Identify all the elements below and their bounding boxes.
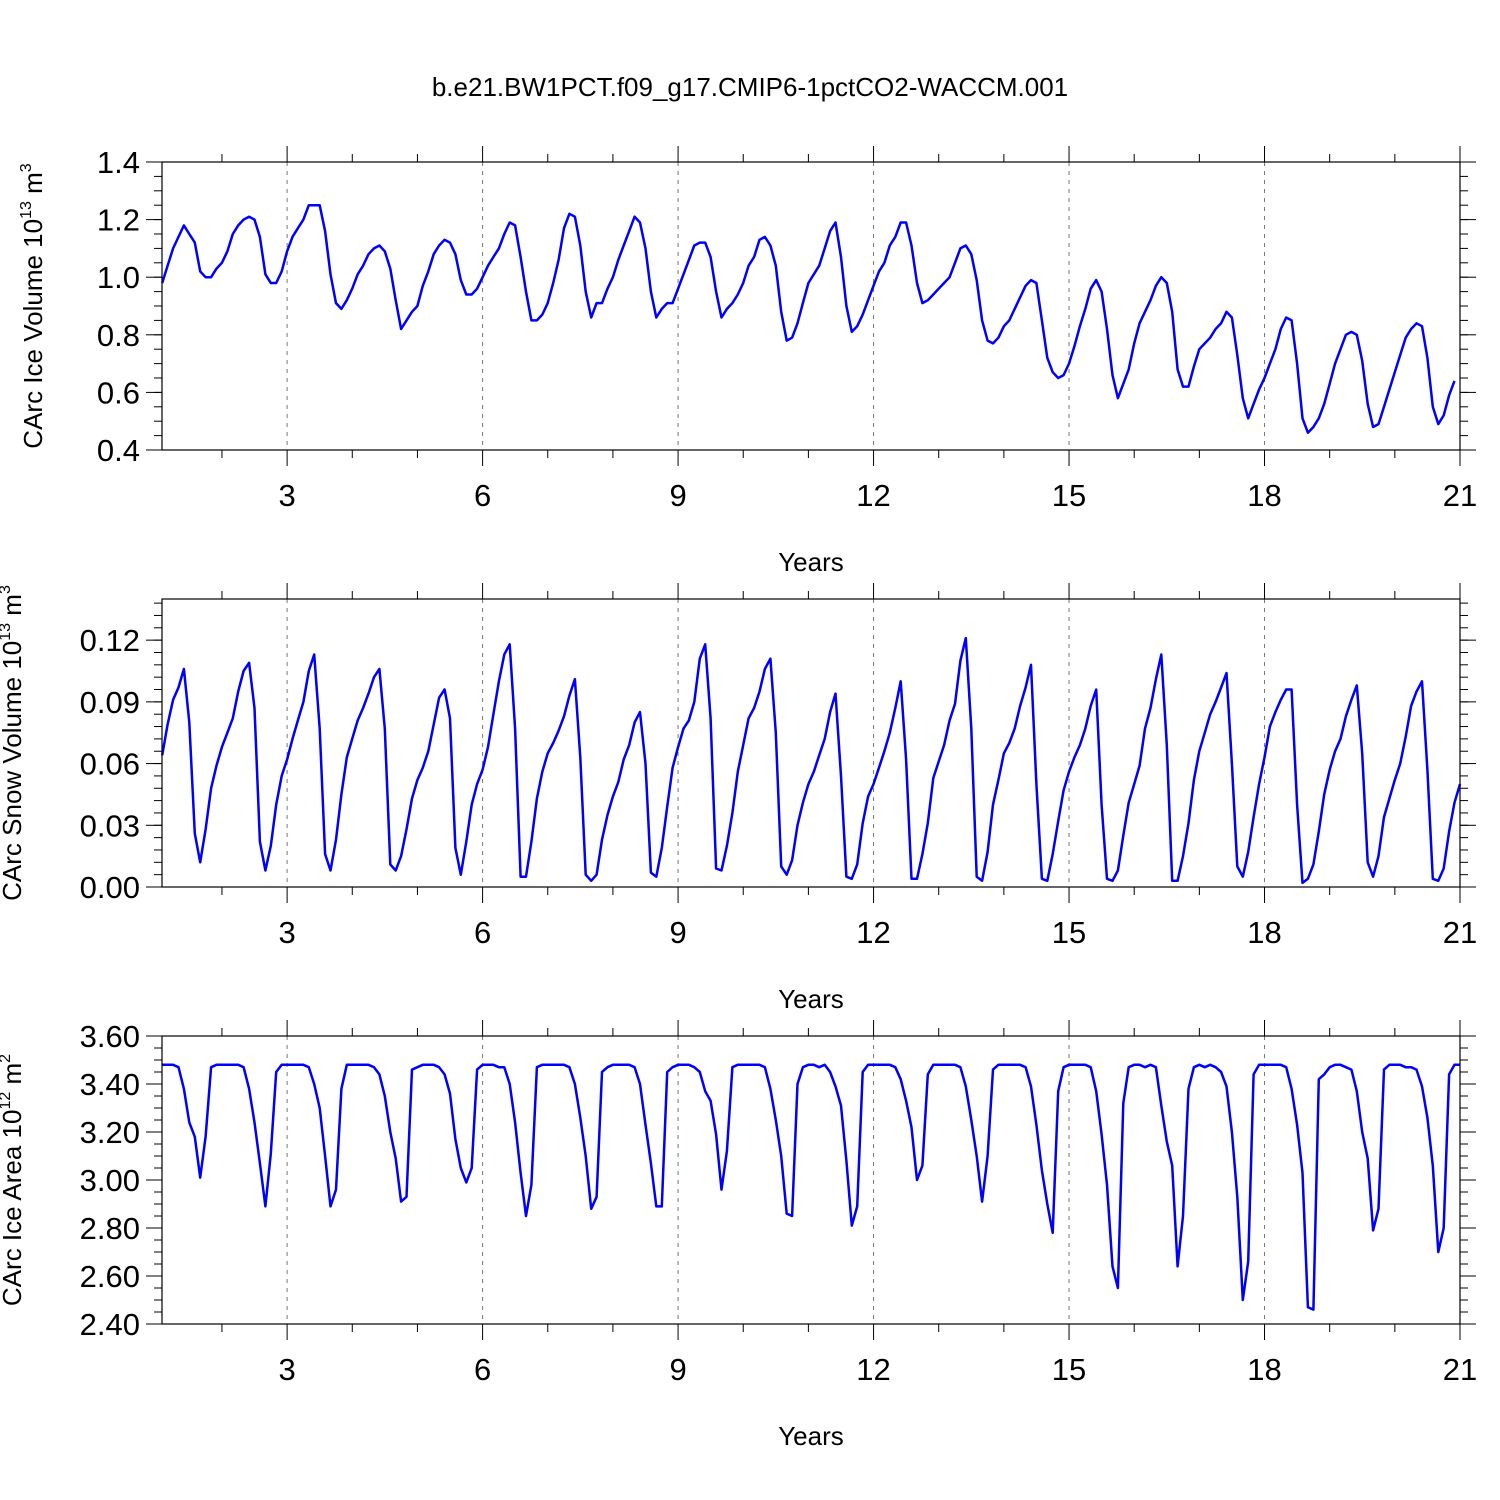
series-line-2	[160, 636, 1462, 885]
x-tick-label: 12	[856, 478, 890, 513]
y-tick-label: 0.12	[80, 623, 140, 658]
y-axis-label-ylabel-main: CArc Snow Volume 10	[0, 641, 27, 901]
x-axis-label: Years	[778, 1421, 844, 1451]
y-tick-label: 2.40	[80, 1307, 140, 1342]
y-axis-label-ylabel-main: CArc Ice Volume 10	[18, 219, 48, 449]
x-tick-label: 15	[1052, 478, 1086, 513]
x-tick-label: 9	[669, 915, 686, 950]
x-tick-label: 21	[1443, 1352, 1477, 1387]
y-tick-label: 1.0	[97, 260, 140, 295]
y-axis-label-ylabel-unit: m	[0, 594, 27, 623]
y-axis-label: CArc Ice Volume 1013 m3	[18, 163, 48, 448]
x-axis-label: Years	[778, 984, 844, 1014]
y-tick-label: 0.6	[97, 375, 140, 410]
y-axis-label-ylabel-unit: m	[0, 1063, 27, 1092]
x-tick-label: 21	[1443, 915, 1477, 950]
y-axis-label-ylabel-exp: 13	[0, 623, 14, 641]
y-axis-label-ylabel-unit: m	[18, 172, 48, 201]
y-axis-label-ylabel-unit-exp: 3	[0, 585, 14, 594]
x-tick-label: 15	[1052, 1352, 1086, 1387]
x-axis-label: Years	[778, 547, 844, 577]
x-tick-label: 12	[856, 915, 890, 950]
y-tick-label: 0.03	[80, 808, 140, 843]
y-axis-label-ylabel-main: CArc Ice Area 10	[0, 1110, 27, 1307]
chart-panel-2: 3 6 9 12 15 18 21 0.00 0.03 0.06 0.09 0.12 Years CArc…	[0, 583, 1477, 1014]
y-tick-label: 0.09	[80, 685, 140, 720]
x-tick-label: 18	[1247, 915, 1281, 950]
y-axis-label: CArc Snow Volume 1013 m3	[0, 585, 27, 901]
y-axis-label-ylabel-unit-exp: 2	[0, 1054, 14, 1063]
x-tick-label: 9	[669, 1352, 686, 1387]
y-tick-label: 1.2	[97, 203, 140, 238]
x-tick-label: 21	[1443, 478, 1477, 513]
x-tick-label: 6	[474, 915, 491, 950]
chart-panel-1: 3 6 9 12 15 18 21 0.4 0.6 0.8 1.0 1.2 1.4 Years CArc I…	[18, 145, 1477, 577]
y-tick-label: 0.8	[97, 318, 140, 353]
x-tick-label: 3	[278, 915, 295, 950]
chart-panel-3: 3 6 9 12 15 18 21 2.40 2.60 2.80 3.00 3.20 3.40 3.60 Y…	[0, 1019, 1477, 1451]
y-tick-label: 0.06	[80, 747, 140, 782]
series-line-1	[161, 203, 1456, 434]
y-tick-label: 3.60	[80, 1019, 140, 1054]
x-tick-label: 6	[474, 478, 491, 513]
y-axis-label-ylabel-exp: 12	[0, 1092, 14, 1110]
x-tick-label: 3	[278, 1352, 295, 1387]
x-tick-label: 3	[278, 478, 295, 513]
plot-frame	[161, 1035, 1461, 1325]
y-tick-label: 3.40	[80, 1067, 140, 1102]
y-tick-label: 3.20	[80, 1115, 140, 1150]
y-tick-label: 0.00	[80, 870, 140, 905]
series-line-3	[162, 1063, 1460, 1311]
y-tick-label: 2.80	[80, 1211, 140, 1246]
x-tick-label: 18	[1247, 478, 1281, 513]
x-tick-label: 18	[1247, 1352, 1281, 1387]
y-axis-label: CArc Ice Area 1012 m2	[0, 1054, 27, 1306]
y-axis-label-ylabel-unit-exp: 3	[18, 163, 35, 172]
y-tick-label: 0.4	[97, 433, 140, 468]
plot-frame	[161, 598, 1461, 888]
y-tick-label: 1.4	[97, 145, 140, 180]
plot-frame	[161, 161, 1461, 451]
x-tick-label: 6	[474, 1352, 491, 1387]
y-tick-label: 3.00	[80, 1163, 140, 1198]
x-tick-label: 9	[669, 478, 686, 513]
chart-title: b.e21.BW1PCT.f09_g17.CMIP6-1pctCO2-WACCM…	[432, 72, 1068, 102]
y-tick-label: 2.60	[80, 1259, 140, 1294]
y-axis-label-ylabel-exp: 13	[18, 201, 35, 219]
x-tick-label: 12	[856, 1352, 890, 1387]
x-tick-label: 15	[1052, 915, 1086, 950]
